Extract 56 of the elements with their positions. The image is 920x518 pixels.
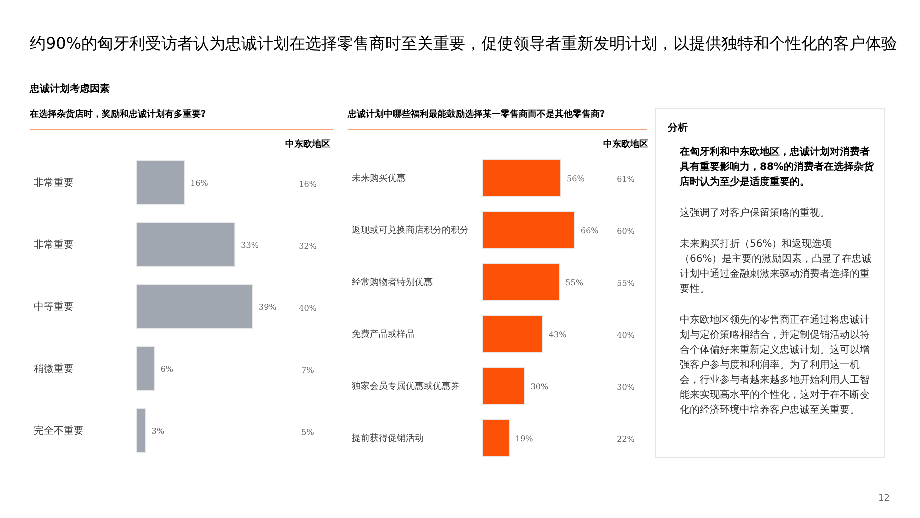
bar: [482, 316, 544, 354]
text: 忠诚计划考虑因素: [30, 82, 110, 96]
bar: [136, 284, 254, 330]
y-tick-label: 非常重要: [34, 177, 74, 189]
y-tick-label: 经常购物者特别优惠: [352, 277, 433, 288]
data-label: 55%: [566, 278, 584, 288]
data-label: 30%: [530, 382, 549, 392]
y-tick-label: 返现或可兑换商店积分的积分: [352, 225, 469, 236]
data-label: 6%: [160, 365, 174, 374]
y-tick-label: 独家会员专属优惠或优惠券: [352, 381, 460, 392]
data-label: 66%: [581, 226, 600, 236]
y-tick-label: 完全不重要: [34, 425, 84, 437]
text: 未来购买打折（56%）和返现选项（66%）是主要的激励因素，凸显了在忠诚计划中通过金融刺激来驱动消费者选择的重要性。: [679, 238, 874, 297]
y-tick-label: 稍微重要: [34, 363, 74, 375]
text: 7%: [300, 364, 316, 376]
text: 分析: [668, 122, 689, 135]
text: 约90%的匈牙利受访者认为忠诚计划在选择零售商时至关重要，促使领导者重新发明计划，以提供独特和个性化的客户体验: [30, 34, 898, 55]
chart-title: 忠诚计划中哪些福利最能鼓励选择某一零售商而不是其他零售商?: [348, 108, 647, 130]
chart-title: 在选择杂货店时，奖励和忠诚计划有多重要?: [30, 108, 333, 130]
text: 12: [878, 494, 890, 504]
text: 22%: [616, 434, 636, 446]
data-label: 33%: [241, 241, 260, 250]
data-label: 43%: [548, 330, 568, 340]
bar: [482, 420, 510, 458]
text: 5%: [300, 426, 316, 438]
y-tick-label: 中等重要: [34, 301, 74, 313]
text: 中东欧地区: [284, 138, 332, 150]
data-label: 56%: [567, 174, 586, 184]
bar: [482, 368, 526, 406]
bar: [482, 264, 560, 302]
y-tick-label: 提前获得促销活动: [352, 433, 424, 444]
text: 30%: [616, 382, 636, 394]
text: 60%: [617, 226, 635, 236]
text: 中东欧地区: [602, 138, 650, 150]
bar: [482, 160, 562, 198]
y-tick-label: 未来购买优惠: [352, 173, 406, 184]
text: 32%: [298, 240, 318, 252]
text: 16%: [298, 178, 318, 190]
y-tick-label: 非常重要: [34, 239, 74, 251]
text: 40%: [299, 304, 317, 312]
data-label: 19%: [515, 434, 534, 444]
bar: [136, 222, 236, 268]
y-tick-label: 免费产品或样品: [352, 329, 415, 340]
bar: [136, 408, 146, 454]
data-label: 3%: [152, 427, 166, 436]
bar: [482, 212, 576, 250]
text: 中东欧地区领先的零售商正在通过将忠诚计划与定价策略相结合，并定制促销活动以符合个体偏好来重新定义忠诚计划。这可以增强客户参与度和利润率。为了利用这一机会，行业参与者越来越多地开始利用人工智能来实现高水平的个性化，这对于在不断变化的经济环境中培养客户忠诚至关重要。: [679, 314, 871, 418]
text: 40%: [616, 330, 636, 342]
text: 61%: [616, 174, 636, 186]
text: 55%: [616, 278, 636, 290]
data-label: 39%: [259, 303, 278, 312]
text: 在匈牙利和中东欧地区，忠诚计划对消费者具有重要影响力，88%的消费者在选择杂货店时认为至少是适度重要的。: [678, 145, 874, 190]
data-label: 16%: [190, 179, 209, 188]
bar: [136, 346, 156, 392]
bar: [136, 160, 186, 206]
text: 这强调了对客户保留策略的重视。: [679, 206, 831, 221]
